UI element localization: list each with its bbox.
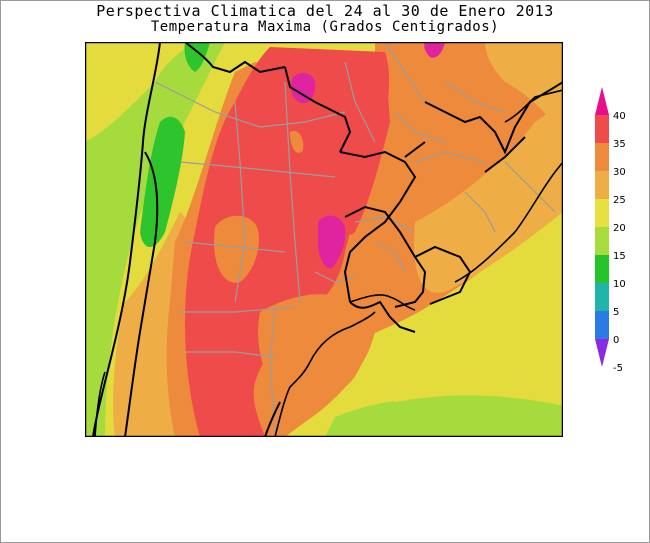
zone-pink-north xyxy=(290,72,316,104)
legend-label: 15 xyxy=(613,251,626,262)
zone-lime-west xyxy=(85,42,225,437)
legend-label: 10 xyxy=(613,279,626,290)
legend-swatch xyxy=(595,171,609,199)
zone-orange-blob-1 xyxy=(214,215,260,283)
legend-label: 20 xyxy=(613,223,626,234)
coastlines xyxy=(94,89,563,437)
legend-label: 25 xyxy=(613,195,626,206)
zone-green-north xyxy=(184,42,210,72)
zone-lime-south xyxy=(325,395,563,437)
zone-pink-central xyxy=(318,215,346,269)
map-subtitle: Temperatura Maxima (Grados Centigrados) xyxy=(150,19,500,35)
temperature-map xyxy=(85,42,563,437)
legend-swatch xyxy=(595,227,609,255)
legend-swatch xyxy=(595,143,609,171)
legend-arrow-top xyxy=(595,87,609,115)
legend-swatch xyxy=(595,311,609,339)
color-legend: 40 35 30 25 20 15 10 5 0 -5 xyxy=(595,87,626,374)
legend-label: 40 xyxy=(613,111,626,122)
legend-swatch xyxy=(595,255,609,283)
map-title: Perspectiva Climatica del 24 al 30 de En… xyxy=(96,2,554,20)
legend-swatch xyxy=(595,115,609,143)
legend-label: 35 xyxy=(613,139,626,150)
legend-labels: 40 35 30 25 20 15 10 5 0 -5 xyxy=(613,111,626,374)
legend-label: -5 xyxy=(613,363,623,374)
legend-label: 30 xyxy=(613,167,626,178)
province-lines xyxy=(154,42,556,433)
zone-light-orange-coast xyxy=(414,102,563,293)
zone-orange-blob-2 xyxy=(290,130,304,153)
legend-swatch xyxy=(595,283,609,311)
map-border xyxy=(85,42,563,437)
zone-yellow-southeast xyxy=(376,252,563,406)
legend-swatches xyxy=(595,87,609,367)
legend-swatch xyxy=(595,199,609,227)
zone-orange-south xyxy=(258,294,366,398)
country-borders xyxy=(92,42,563,437)
legend-label: 0 xyxy=(613,335,619,346)
legend-arrow-bottom xyxy=(595,339,609,367)
zone-light-orange-east xyxy=(485,42,563,132)
zone-pink-ne xyxy=(424,42,445,58)
zone-green-andes xyxy=(140,116,185,247)
legend-label: 5 xyxy=(613,307,619,318)
